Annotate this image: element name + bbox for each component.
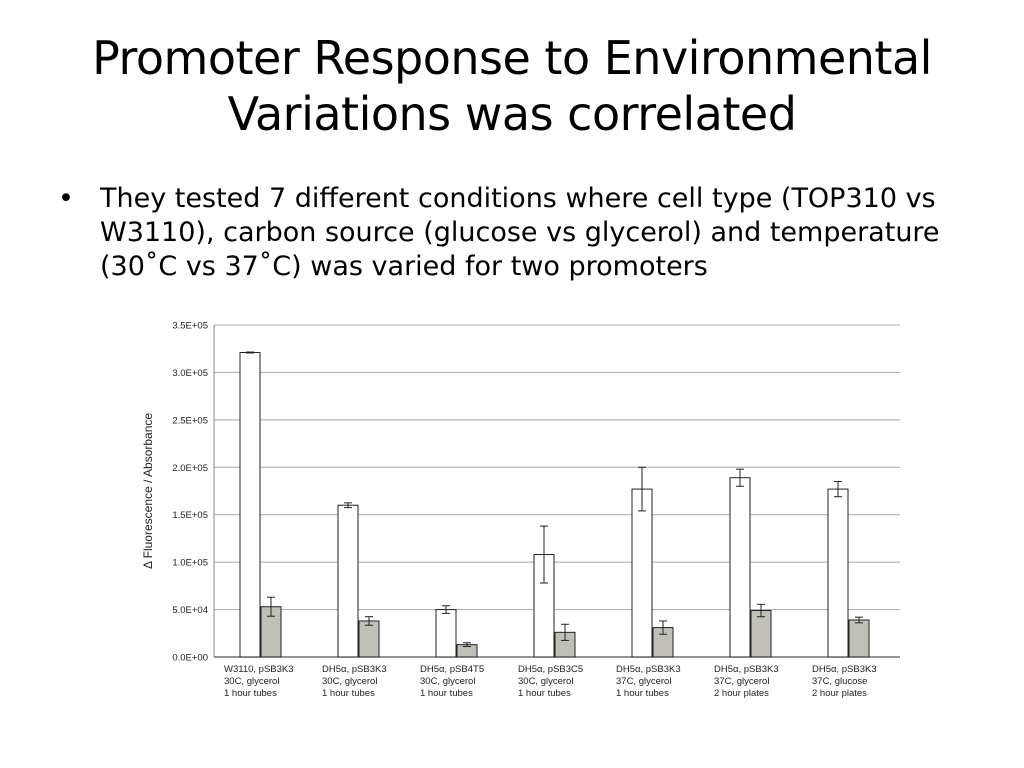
x-tick-label: 37C, glycerol [616, 676, 671, 687]
slide-title-line-2: Variations was correlated [227, 87, 797, 141]
x-tick-label: 30C, glycerol [322, 676, 377, 687]
bar [848, 619, 870, 658]
bullet-dot: • [58, 183, 74, 214]
bar [358, 620, 380, 658]
y-tick-label: 2.0E+05 [172, 463, 208, 474]
bar [435, 609, 457, 658]
x-tick-label: 30C, glycerol [420, 676, 475, 687]
bar [239, 352, 261, 658]
y-axis-label: Δ Fluorescence / Absorbance [141, 413, 155, 569]
x-tick-label: 1 hour tubes [518, 688, 571, 699]
x-tick-label: W3110, pSB3K3 [224, 664, 294, 675]
bar [729, 477, 751, 658]
x-tick-label: 1 hour tubes [420, 688, 473, 699]
x-tick-label: 37C, glucose [812, 676, 867, 687]
y-tick-label: 1.0E+05 [172, 558, 208, 569]
x-tick-label: DH5α, pSB3K3 [616, 664, 681, 675]
bar [337, 504, 359, 658]
x-tick-label: 30C, glycerol [518, 676, 573, 687]
x-tick-label: 37C, glycerol [714, 676, 769, 687]
x-tick-label: 1 hour tubes [322, 688, 375, 699]
bullet-list: • They tested 7 different conditions whe… [58, 182, 978, 284]
bar [631, 488, 653, 658]
x-tick-label: DH5α, pSB3K3 [322, 664, 387, 675]
bullet-item: • They tested 7 different conditions whe… [58, 182, 978, 284]
bullet-text: They tested 7 different conditions where… [100, 183, 940, 282]
x-tick-label: DH5α, pSB3K3 [812, 664, 877, 675]
y-tick-label: 2.5E+05 [172, 415, 208, 426]
y-tick-label: 5.0E+04 [172, 605, 208, 616]
slide-title: Promoter Response to Environmental Varia… [40, 30, 984, 142]
x-tick-label: DH5α, pSB3K3 [714, 664, 779, 675]
x-tick-label: 1 hour tubes [224, 688, 277, 699]
y-tick-label: 1.5E+05 [172, 510, 208, 521]
y-tick-label: 3.0E+05 [172, 368, 208, 379]
y-tick-label: 3.5E+05 [172, 321, 208, 332]
bar [750, 610, 772, 658]
x-tick-label: 2 hour plates [714, 688, 769, 699]
x-tick-label: 1 hour tubes [616, 688, 669, 699]
x-tick-label: DH5α, pSB3C5 [518, 664, 583, 675]
x-tick-label: DH5α, pSB4T5 [420, 664, 484, 675]
x-tick-label: 2 hour plates [812, 688, 867, 699]
slide-title-line-1: Promoter Response to Environmental [92, 31, 932, 85]
bar [827, 488, 849, 658]
x-tick-label: 30C, glycerol [224, 676, 279, 687]
y-tick-label: 0.0E+00 [172, 653, 208, 664]
